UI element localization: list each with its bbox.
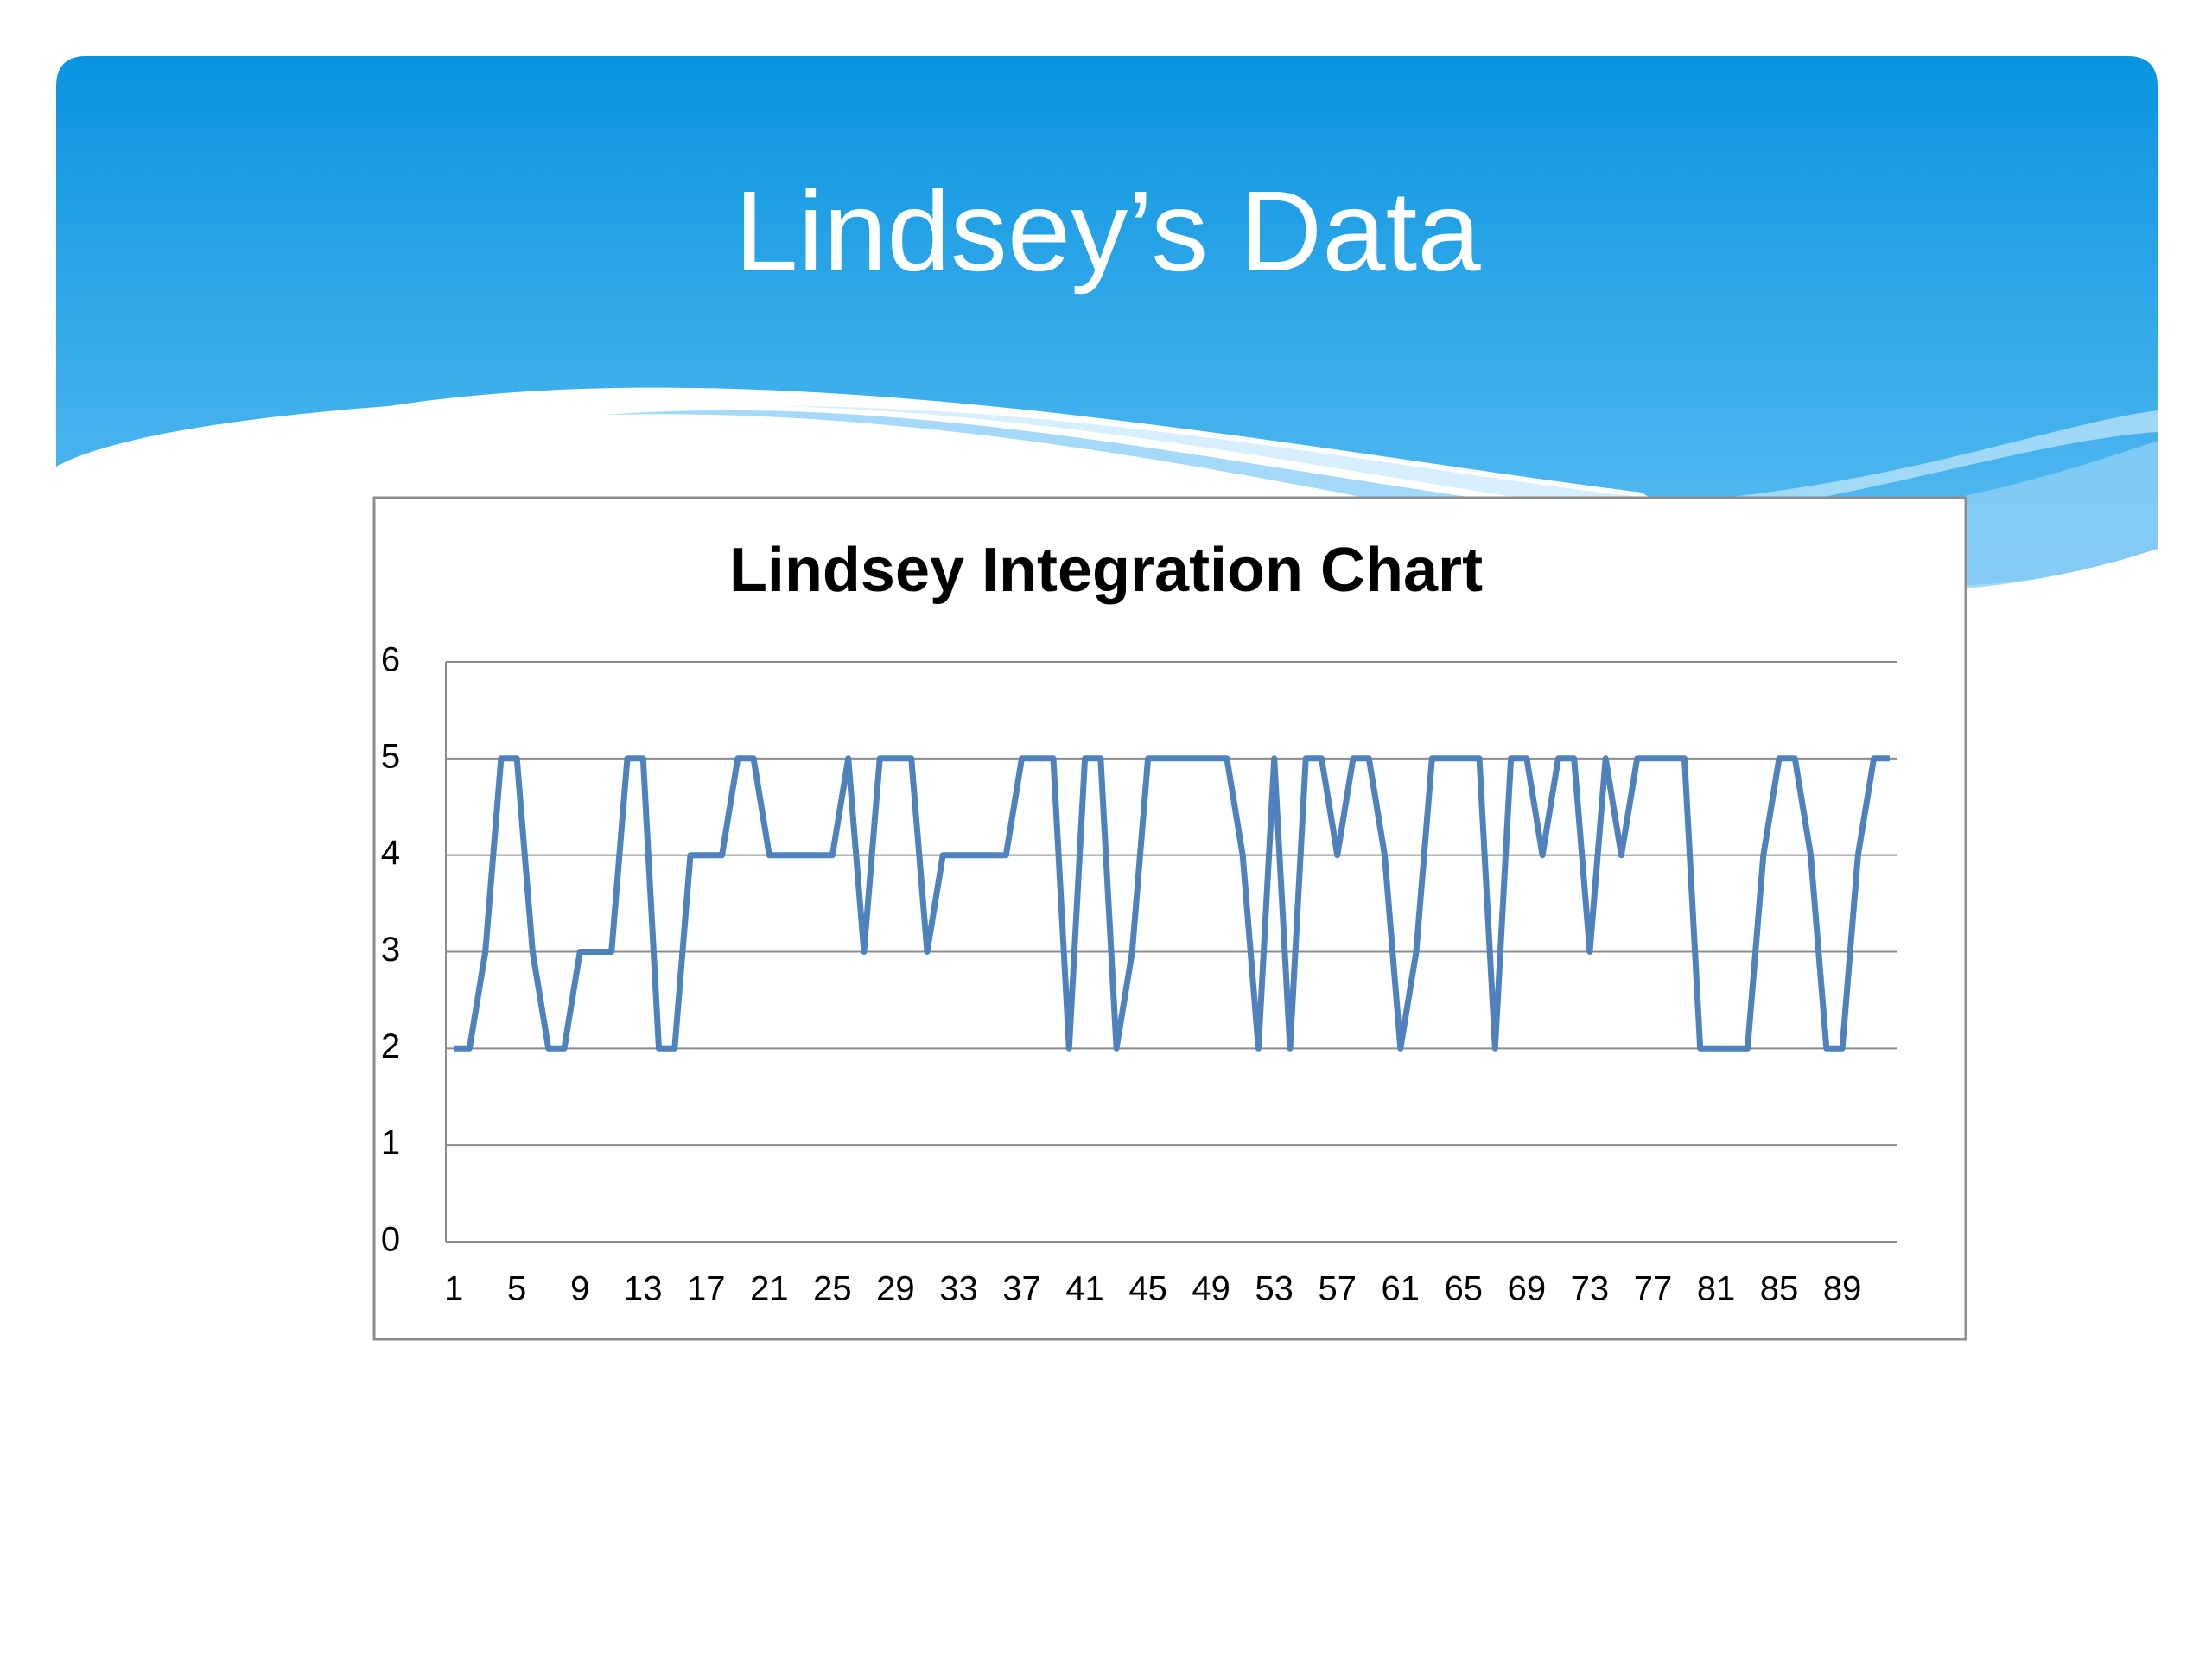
x-tick-label: 33 [939,1270,978,1308]
y-tick-label: 1 [381,1124,400,1162]
y-tick-label: 3 [381,931,400,969]
data-line [454,755,1890,1052]
header-band [56,56,2158,586]
x-tick-label: 29 [876,1270,915,1308]
x-tick-label: 77 [1634,1270,1673,1308]
chart-title: Lindsey Integration Chart [729,536,1483,605]
x-tick-label: 57 [1318,1270,1357,1308]
x-tick-label: 5 [507,1270,526,1308]
x-tick-label: 65 [1445,1270,1484,1308]
x-tick-label: 13 [624,1270,663,1308]
x-tick-label: 73 [1571,1270,1610,1308]
y-tick-label: 5 [381,737,400,775]
header-wave [778,406,2158,518]
y-tick-label: 0 [381,1221,400,1259]
x-tick-label: 81 [1697,1270,1736,1308]
slide-title: Lindsey’s Data [734,168,1481,295]
x-tick-label: 1 [444,1270,463,1308]
x-tick-label: 45 [1128,1270,1167,1308]
x-tick-label: 9 [570,1270,589,1308]
x-tick-label: 53 [1255,1270,1294,1308]
x-tick-label: 21 [750,1270,789,1308]
x-tick-label: 37 [1002,1270,1041,1308]
x-tick-label: 85 [1760,1270,1799,1308]
x-tick-label: 69 [1508,1270,1547,1308]
x-tick-label: 89 [1823,1270,1862,1308]
y-tick-label: 4 [381,834,400,872]
x-tick-label: 17 [687,1270,726,1308]
x-tick-label: 49 [1192,1270,1230,1308]
x-tick-label: 61 [1382,1270,1421,1308]
y-tick-label: 2 [381,1027,400,1065]
x-tick-label: 25 [813,1270,852,1308]
y-tick-label: 6 [381,641,400,679]
x-tick-label: 41 [1065,1270,1104,1308]
chart-frame [372,496,1967,1341]
